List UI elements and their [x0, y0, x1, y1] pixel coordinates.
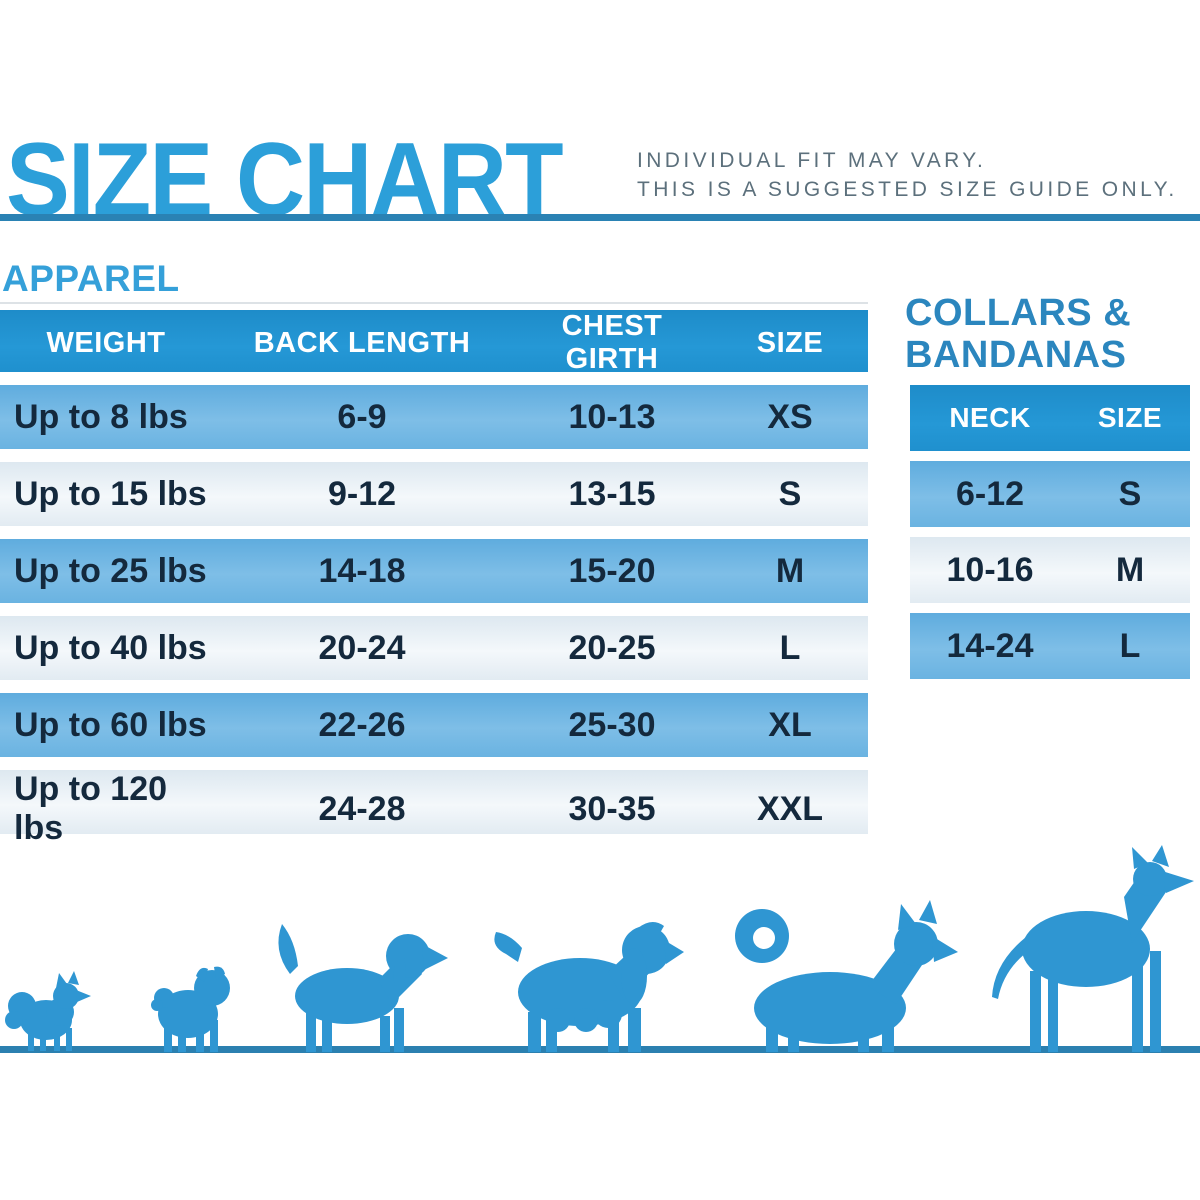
cell-size: L [779, 628, 801, 667]
cell-size: M [775, 551, 805, 590]
table-row: 14-24 L [910, 613, 1190, 679]
column-header-weight: WEIGHT [46, 326, 166, 359]
cell-weight: Up to 8 lbs [14, 397, 188, 436]
cell-size: S [1118, 474, 1142, 513]
cell-weight: Up to 60 lbs [14, 705, 207, 744]
cell-chest-girth: 15-20 [568, 551, 656, 590]
cell-size: S [778, 474, 802, 513]
dog-silhouette-great-dane-icon [992, 845, 1194, 1052]
cell-size: XL [768, 705, 812, 744]
column-header-neck: NECK [949, 402, 1031, 433]
table-row: Up to 120 lbs 24-28 30-35 XXL [0, 770, 868, 847]
cell-weight: Up to 25 lbs [14, 551, 207, 590]
dog-silhouette-husky-icon [735, 900, 958, 1052]
cell-weight: Up to 15 lbs [14, 474, 207, 513]
cell-chest-girth: 25-30 [568, 705, 656, 744]
table-row: 10-16 M [910, 537, 1190, 603]
cell-size: XXL [756, 789, 824, 828]
disclaimer-line2: THIS IS A SUGGESTED SIZE GUIDE ONLY. [637, 178, 1178, 201]
cell-weight: Up to 120 lbs [14, 770, 168, 847]
cell-back-length: 22-26 [318, 705, 406, 744]
cell-chest-girth: 10-13 [568, 397, 656, 436]
column-header-back-length: BACK LENGTH [253, 326, 471, 359]
cell-chest-girth: 30-35 [568, 789, 656, 828]
collars-size-table: NECK SIZE 6-12 S 10-16 M 14-24 L [910, 385, 1190, 679]
cell-back-length: 20-24 [318, 628, 406, 667]
apparel-table-header-row: WEIGHT BACK LENGTH CHEST GIRTH SIZE [0, 310, 868, 375]
table-row: Up to 60 lbs 22-26 25-30 XL [0, 693, 868, 757]
disclaimer-line1: INDIVIDUAL FIT MAY VARY. [637, 149, 987, 172]
cell-chest-girth: 20-25 [568, 628, 656, 667]
cell-size: L [1119, 626, 1141, 665]
cell-size: M [1115, 550, 1145, 589]
collars-heading-line2: BANDANAS [905, 334, 1127, 376]
ground-line [0, 1046, 1200, 1053]
cell-neck: 14-24 [946, 626, 1034, 665]
apparel-section-heading: APPAREL [2, 258, 180, 299]
table-row: Up to 40 lbs 20-24 20-25 L [0, 616, 868, 680]
apparel-size-table: WEIGHT BACK LENGTH CHEST GIRTH SIZE Up t… [0, 310, 868, 847]
table-row: Up to 8 lbs 6-9 10-13 XS [0, 385, 868, 449]
header-divider [0, 214, 1200, 221]
column-header-chest-girth: CHEST GIRTH [561, 310, 663, 375]
cell-neck: 6-12 [955, 474, 1025, 513]
dog-silhouette-cocker-spaniel-icon [494, 921, 684, 1052]
table-row: Up to 15 lbs 9-12 13-15 S [0, 462, 868, 526]
column-header-size: SIZE [1097, 402, 1163, 433]
dog-silhouette-pug-icon [151, 966, 230, 1052]
cell-chest-girth: 13-15 [568, 474, 656, 513]
dog-silhouette-beagle-icon [278, 924, 448, 1052]
collars-heading-line1: COLLARS & [905, 292, 1132, 334]
cell-weight: Up to 40 lbs [14, 628, 207, 667]
collars-table-header-row: NECK SIZE [910, 385, 1190, 451]
cell-back-length: 24-28 [318, 789, 406, 828]
collars-section-heading: COLLARS & BANDANAS [905, 292, 1131, 376]
cell-size: XS [767, 397, 813, 436]
table-row: 6-12 S [910, 461, 1190, 527]
cell-back-length: 6-9 [337, 397, 387, 436]
table-row: Up to 25 lbs 14-18 15-20 M [0, 539, 868, 603]
dog-silhouette-pomeranian-icon [5, 971, 91, 1051]
cell-back-length: 14-18 [318, 551, 406, 590]
cell-back-length: 9-12 [327, 474, 397, 513]
cell-neck: 10-16 [946, 550, 1034, 589]
disclaimer: INDIVIDUAL FIT MAY VARY. THIS IS A SUGGE… [637, 146, 1197, 204]
apparel-heading-underline [0, 302, 868, 304]
column-header-size: SIZE [756, 326, 824, 359]
